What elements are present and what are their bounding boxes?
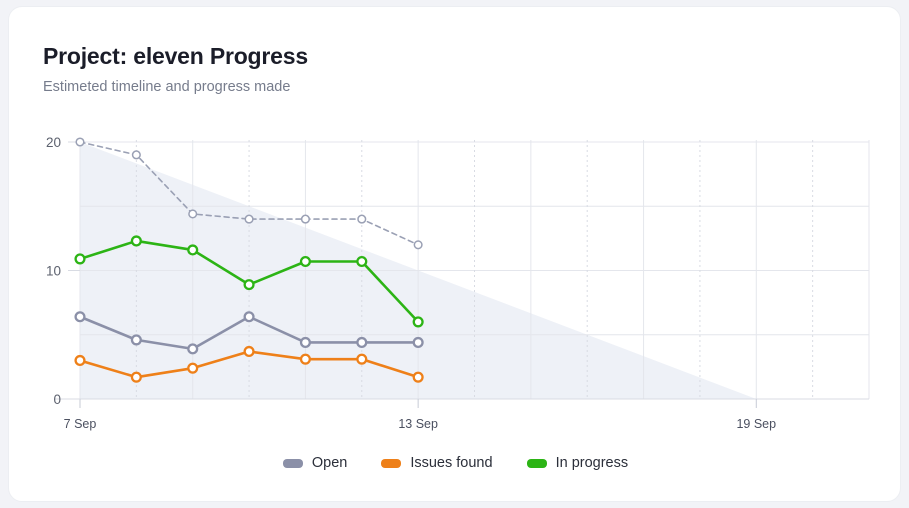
data-point-remaining[interactable] [75, 137, 85, 147]
page-title: Project: eleven Progress [43, 43, 308, 69]
data-point-remaining[interactable] [244, 214, 254, 224]
legend-swatch-open [282, 458, 303, 468]
data-point-in-progress[interactable] [130, 235, 142, 247]
y-axis-tick-label: 20 [46, 135, 61, 150]
legend-item-issues-found[interactable]: Issues found [381, 455, 493, 471]
y-axis-tick-label: 10 [46, 264, 61, 279]
legend-swatch-in-progress [526, 458, 547, 468]
data-point-open[interactable] [130, 334, 142, 346]
data-point-issues-found[interactable] [356, 353, 368, 365]
data-point-in-progress[interactable] [243, 279, 255, 291]
chart-subtitle: Estimeted timeline and progress made [43, 78, 291, 95]
data-point-remaining[interactable] [357, 214, 367, 224]
legend-item-in-progress[interactable]: In progress [526, 455, 629, 471]
data-point-remaining[interactable] [131, 150, 141, 160]
data-point-in-progress[interactable] [74, 253, 86, 265]
y-axis-tick-label: 0 [53, 392, 61, 407]
legend-item-open[interactable]: Open [282, 455, 348, 471]
legend-label-in-progress: In progress [555, 455, 629, 471]
legend-swatch-issues-found [381, 458, 402, 468]
data-point-issues-found[interactable] [412, 371, 424, 383]
data-point-remaining[interactable] [300, 214, 310, 224]
x-axis-tick-label: 19 Sep [736, 417, 776, 431]
data-point-open[interactable] [187, 343, 199, 355]
data-point-remaining[interactable] [413, 240, 423, 250]
data-point-open[interactable] [412, 336, 424, 349]
chart-plot-area: 7 Sep 13 Sep 19 Sep 0 10 20 [9, 125, 902, 445]
data-point-in-progress[interactable] [187, 244, 199, 256]
data-point-open[interactable] [356, 336, 368, 349]
data-point-in-progress[interactable] [299, 255, 311, 268]
chart-legend: Open Issues found In progress [9, 455, 902, 471]
line-chart-svg: 7 Sep 13 Sep 19 Sep 0 10 20 [46, 135, 870, 431]
legend-label-open: Open [311, 455, 348, 471]
data-point-open[interactable] [74, 311, 86, 323]
data-point-in-progress[interactable] [412, 316, 424, 328]
data-point-issues-found[interactable] [74, 354, 86, 367]
legend-label-issues-found: Issues found [410, 455, 493, 471]
x-axis-tick-label: 7 Sep [64, 417, 97, 431]
data-point-open[interactable] [299, 336, 311, 349]
data-point-issues-found[interactable] [130, 371, 142, 383]
chart-card: Project: eleven Progress Estimeted timel… [8, 6, 901, 502]
x-axis-tick-label: 13 Sep [398, 417, 438, 431]
data-point-in-progress[interactable] [356, 255, 368, 268]
chart-header: Project: eleven Progress Estimeted timel… [43, 43, 308, 96]
data-point-open[interactable] [243, 311, 255, 323]
data-point-remaining[interactable] [188, 209, 198, 219]
data-point-issues-found[interactable] [299, 353, 311, 365]
data-point-issues-found[interactable] [243, 345, 255, 358]
data-point-issues-found[interactable] [187, 362, 199, 374]
